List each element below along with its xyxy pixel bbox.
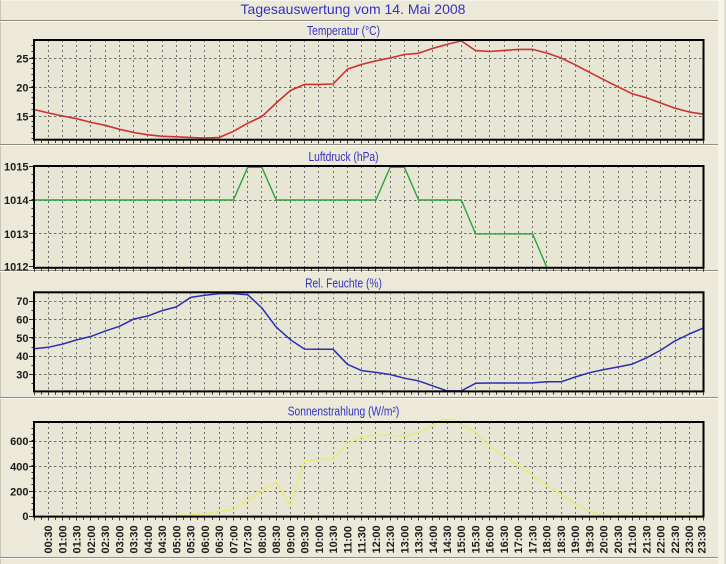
svg-text:Sonnenstrahlung (W/m²): Sonnenstrahlung (W/m²) [288,406,400,419]
svg-text:22:30: 22:30 [670,525,682,553]
svg-text:0: 0 [22,511,28,523]
svg-text:09:00: 09:00 [285,525,297,553]
svg-text:08:30: 08:30 [271,525,283,553]
svg-text:50: 50 [16,333,28,345]
svg-text:07:00: 07:00 [228,525,240,553]
svg-text:60: 60 [16,315,28,327]
svg-text:17:30: 17:30 [528,525,540,553]
svg-text:09:30: 09:30 [300,525,312,553]
svg-text:1015: 1015 [4,161,28,173]
svg-text:1014: 1014 [4,195,29,207]
svg-text:15:30: 15:30 [471,525,483,553]
svg-text:00:30: 00:30 [43,525,55,553]
svg-text:01:30: 01:30 [72,525,84,553]
svg-text:14:00: 14:00 [428,525,440,553]
svg-text:19:30: 19:30 [584,525,596,553]
svg-text:02:00: 02:00 [86,525,98,553]
svg-text:18:00: 18:00 [542,525,554,553]
svg-text:06:30: 06:30 [214,525,226,553]
svg-text:13:30: 13:30 [414,525,426,553]
svg-text:Luftdruck (hPa): Luftdruck (hPa) [308,151,378,164]
svg-text:30: 30 [16,369,28,381]
svg-text:20:00: 20:00 [599,525,611,553]
svg-text:13:00: 13:00 [399,525,411,553]
svg-text:Rel. Feuchte (%): Rel. Feuchte (%) [305,277,382,290]
svg-text:04:00: 04:00 [143,525,155,553]
svg-text:23:30: 23:30 [696,525,708,553]
svg-text:11:30: 11:30 [357,526,369,554]
svg-text:22:00: 22:00 [656,525,668,553]
svg-text:12:00: 12:00 [371,525,383,553]
svg-text:1012: 1012 [4,262,28,274]
svg-text:400: 400 [10,461,28,473]
svg-text:02:30: 02:30 [100,525,112,553]
svg-text:600: 600 [10,436,28,448]
svg-text:05:00: 05:00 [171,525,183,553]
svg-text:10:30: 10:30 [328,525,340,553]
svg-text:14:30: 14:30 [442,525,454,553]
svg-text:16:30: 16:30 [499,525,511,553]
svg-text:18:30: 18:30 [556,525,568,553]
svg-text:08:00: 08:00 [257,525,269,553]
svg-text:21:00: 21:00 [627,525,639,553]
svg-text:200: 200 [10,486,28,498]
svg-text:10:00: 10:00 [314,525,326,553]
svg-text:70: 70 [16,296,28,308]
svg-text:25: 25 [16,53,28,65]
svg-text:40: 40 [16,351,28,363]
svg-text:04:30: 04:30 [157,525,169,553]
svg-text:16:00: 16:00 [485,525,497,553]
svg-text:05:30: 05:30 [186,525,198,553]
svg-text:21:30: 21:30 [641,525,653,553]
svg-text:19:00: 19:00 [570,525,582,553]
svg-text:1013: 1013 [4,229,28,241]
svg-text:15:00: 15:00 [456,525,468,553]
svg-text:07:30: 07:30 [243,525,255,553]
svg-text:Tagesauswertung vom 14. Mai 20: Tagesauswertung vom 14. Mai 2008 [241,1,466,17]
svg-text:03:30: 03:30 [129,525,141,553]
svg-text:15: 15 [16,111,28,123]
svg-text:11:00: 11:00 [342,526,354,554]
svg-text:20: 20 [16,82,28,94]
svg-text:Temperatur (°C): Temperatur (°C) [307,25,380,38]
svg-text:23:00: 23:00 [684,525,696,553]
svg-text:01:00: 01:00 [57,525,69,553]
svg-text:12:30: 12:30 [385,525,397,553]
svg-text:06:00: 06:00 [200,525,212,553]
svg-text:17:00: 17:00 [513,525,525,553]
svg-text:03:00: 03:00 [114,525,126,553]
svg-text:20:30: 20:30 [613,525,625,553]
